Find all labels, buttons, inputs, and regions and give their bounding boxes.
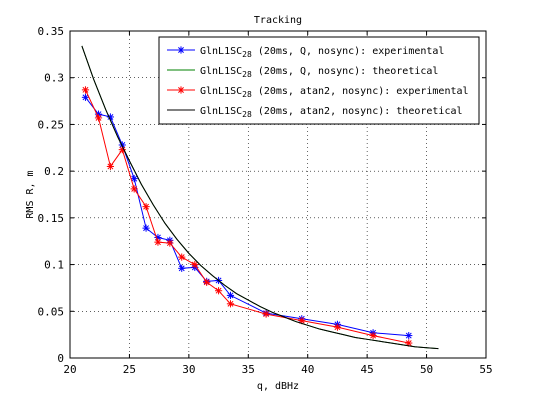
series-3-point xyxy=(81,86,90,94)
y-tick-label: 0.25 xyxy=(38,118,65,131)
series-3-point xyxy=(333,323,342,331)
x-tick-label: 25 xyxy=(123,363,136,376)
y-axis-label: RMS R, m xyxy=(25,170,36,218)
plot-frame xyxy=(69,30,487,359)
y-tick-label: 0.15 xyxy=(38,212,65,225)
x-tick-label: 40 xyxy=(301,363,314,376)
series-1-point xyxy=(178,264,186,272)
legend-swatch-marker xyxy=(177,86,185,94)
series-line-3 xyxy=(84,89,409,344)
x-tick-label: 55 xyxy=(479,363,492,376)
series-3-point xyxy=(405,339,413,347)
series-line-1 xyxy=(85,97,409,337)
legend-entry-2: GlnL1SC28 (20ms, Q, nosync): theoretical xyxy=(200,66,438,79)
series-3-point xyxy=(142,203,150,211)
series-3-point xyxy=(369,331,377,340)
x-tick-label: 45 xyxy=(361,363,374,376)
series-1-point xyxy=(405,331,413,340)
y-tick-label: 0.3 xyxy=(44,72,64,85)
legend-swatch-marker xyxy=(177,46,185,54)
series-3-point xyxy=(191,260,199,269)
axis-ticks: 20 25 30 35 40 45 50 55 0 0.05 0.1 0.15 0.2 0.25 0.3 0.… xyxy=(38,25,493,376)
series-3-point xyxy=(154,238,162,246)
series-layer xyxy=(81,45,439,350)
legend-entry-4: GlnL1SC28 (20ms, atan2, nosync): theoret… xyxy=(200,106,463,119)
series-3-point xyxy=(214,287,223,295)
legend-entry-3: GlnL1SC28 (20ms, atan2, nosync): experim… xyxy=(200,86,469,99)
x-tick-label: 20 xyxy=(63,363,76,376)
series-3-point xyxy=(298,317,306,325)
y-tick-label: 0.2 xyxy=(44,165,64,178)
chart-title: Tracking xyxy=(254,15,302,26)
x-tick-label: 35 xyxy=(242,363,255,376)
x-tick-label: 30 xyxy=(182,363,195,376)
series-3-point xyxy=(130,185,138,193)
series-1-point xyxy=(81,93,90,101)
x-tick-label: 50 xyxy=(420,363,433,376)
series-3-point xyxy=(203,278,211,286)
series-1-point xyxy=(130,175,138,183)
legend-entry-1: GlnL1SC28 (20ms, Q, nosync): experimenta… xyxy=(200,46,444,59)
x-axis-label: q, dBHz xyxy=(257,381,299,392)
series-3-point xyxy=(262,310,270,318)
y-tick-label: 0.05 xyxy=(38,305,65,318)
series-1-point xyxy=(142,224,150,232)
y-tick-label: 0 xyxy=(57,352,64,365)
series-3-point xyxy=(94,114,103,122)
series-3-point xyxy=(166,239,174,247)
y-tick-label: 0.35 xyxy=(38,25,65,38)
legend: GlnL1SC28 (20ms, Q, nosync): experimenta… xyxy=(158,36,480,125)
series-3-point xyxy=(106,162,115,171)
series-3-point xyxy=(178,253,186,261)
legend-box xyxy=(158,36,480,125)
series-line-4 xyxy=(81,45,439,350)
series-1-point xyxy=(226,291,235,300)
series-3-point xyxy=(226,300,235,308)
y-tick-label: 0.1 xyxy=(44,259,64,272)
